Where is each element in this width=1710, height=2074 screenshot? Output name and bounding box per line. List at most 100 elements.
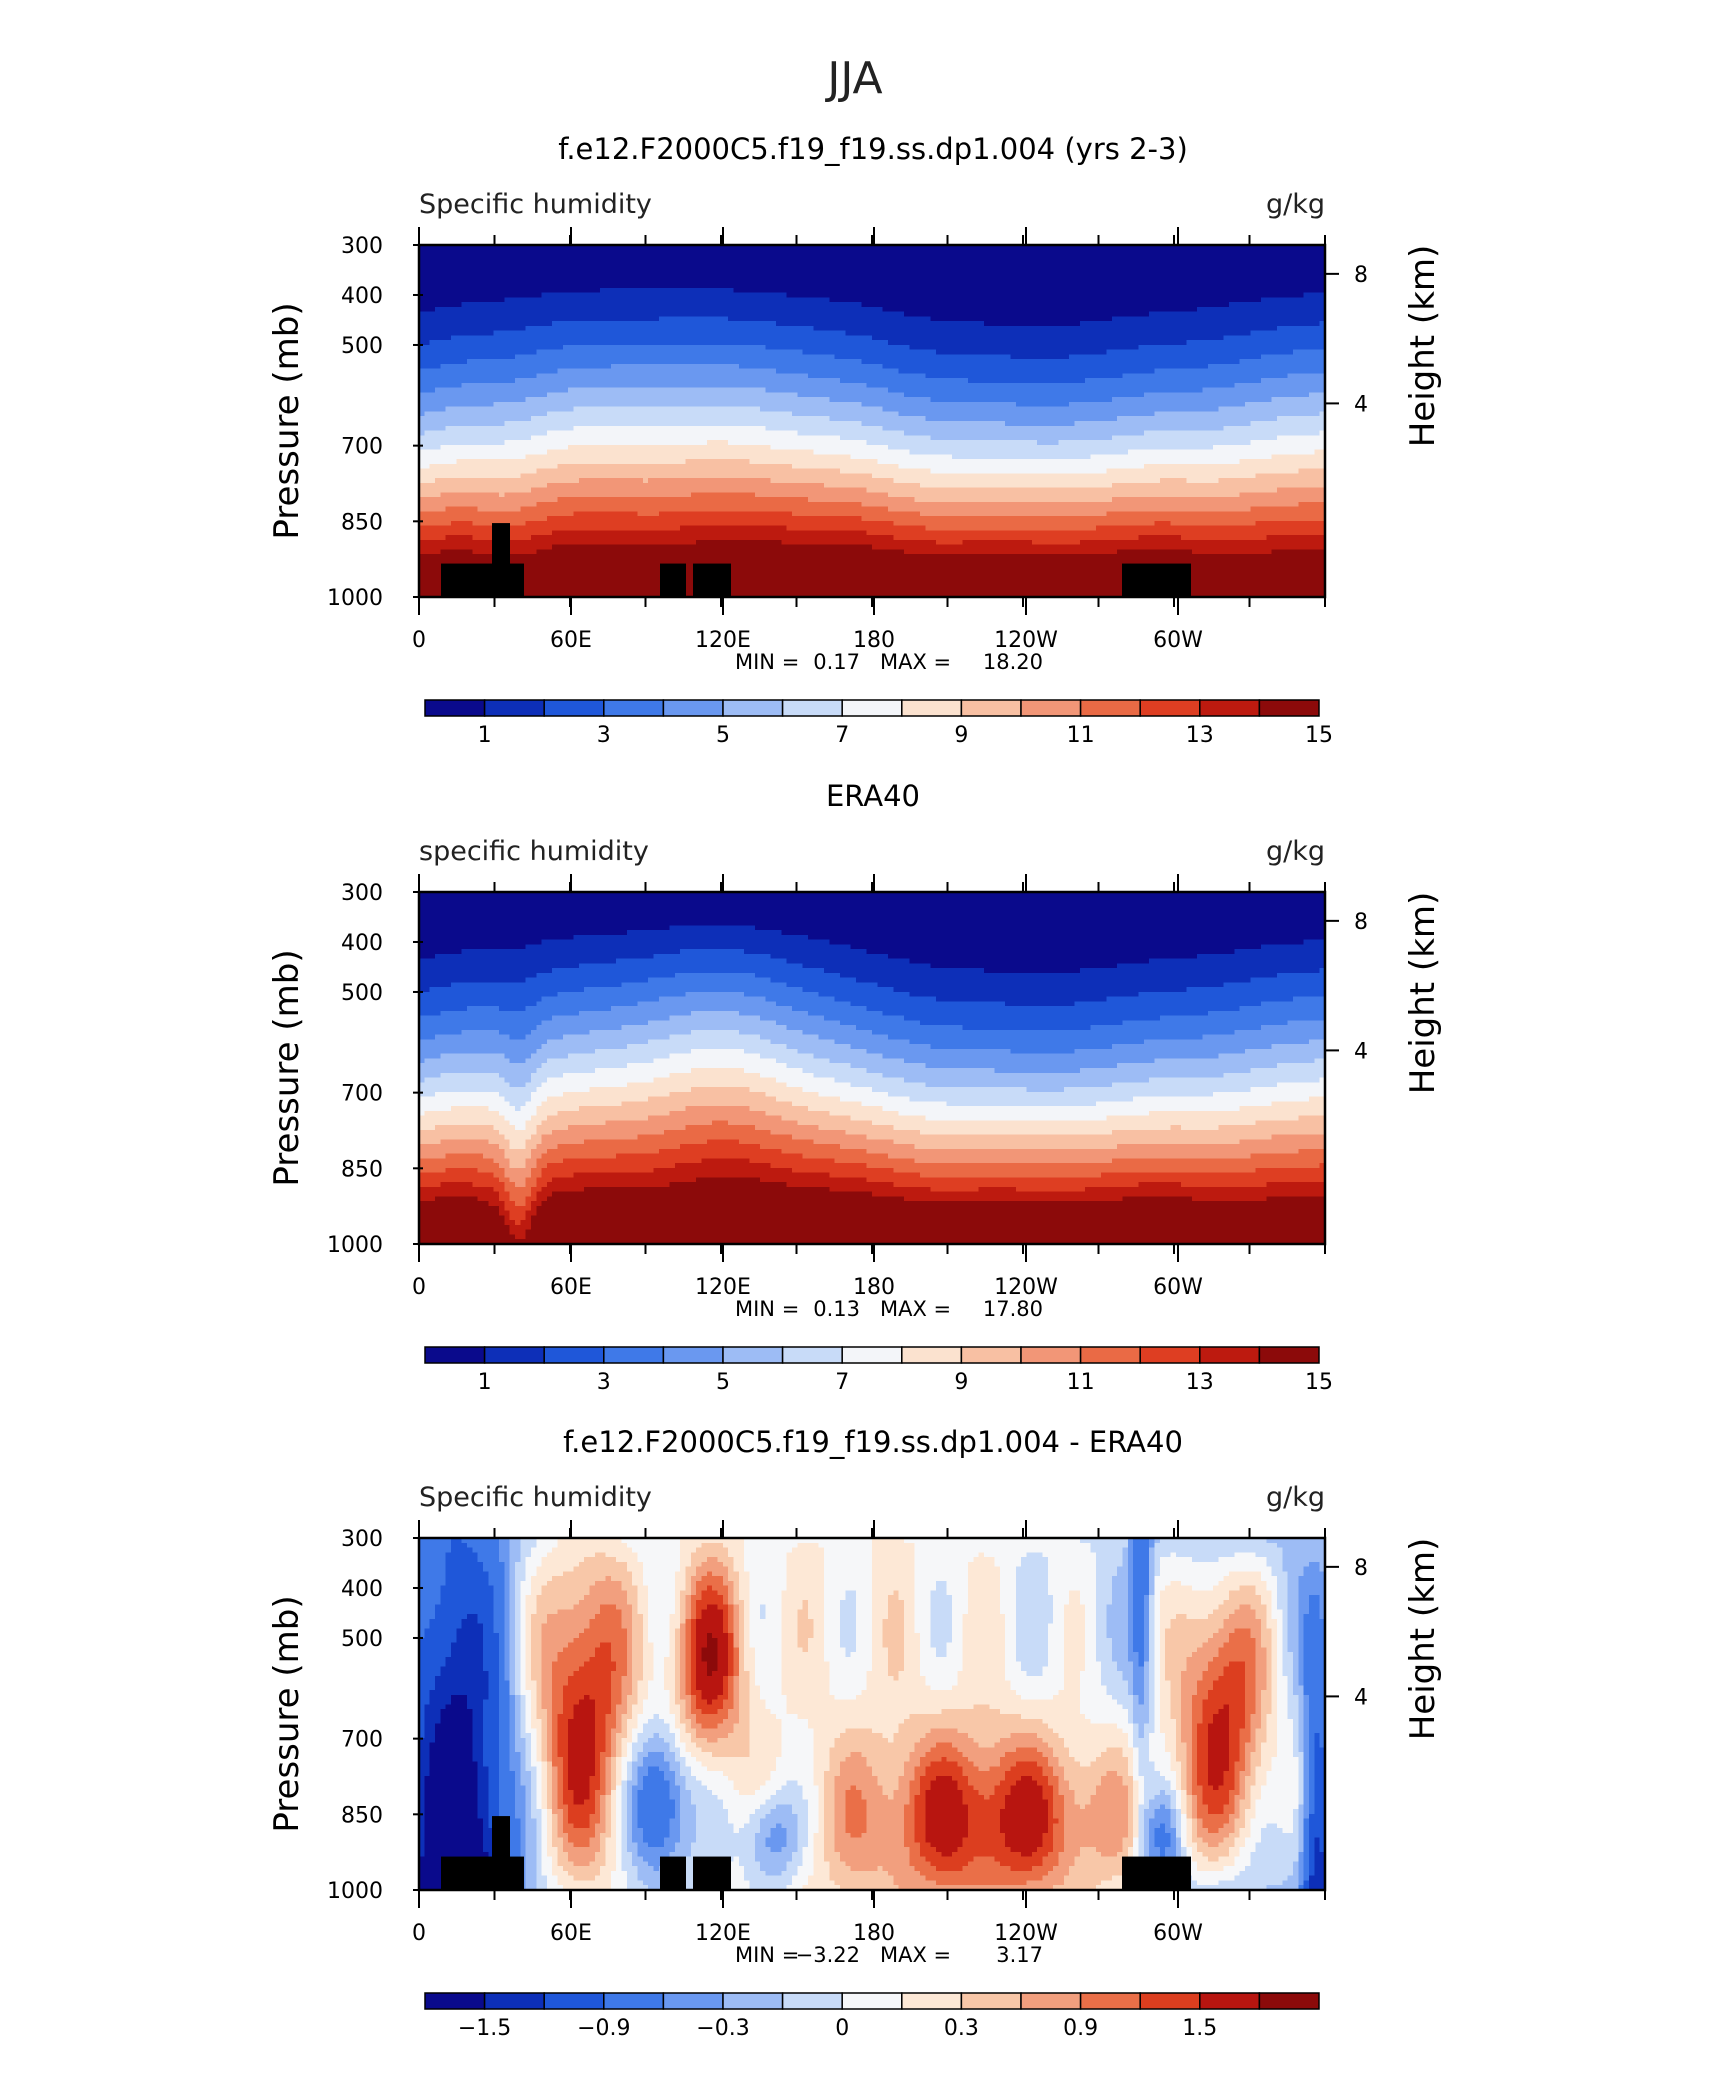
x-tick-label: 120E	[695, 1921, 751, 1946]
colorbar-swatch	[960, 1346, 1022, 1364]
colorbar-swatch	[662, 1992, 724, 2010]
variable-label: Specific humidity	[419, 189, 652, 220]
y-tick-label: 400	[341, 284, 383, 309]
min-label: MIN =	[735, 650, 799, 674]
colorbar-swatch	[781, 699, 843, 717]
y-tick-label: 400	[341, 931, 383, 956]
colorbar-swatch	[1199, 699, 1261, 717]
colorbar-swatch	[901, 699, 963, 717]
y-tick-label: 850	[341, 1803, 383, 1828]
y2-tick-label: 8	[1354, 910, 1368, 935]
y2-axis-title: Height (km)	[1403, 892, 1443, 1095]
colorbar-swatch	[1079, 1346, 1141, 1364]
variable-label: Specific humidity	[419, 1482, 652, 1513]
colorbar-label: 11	[1067, 723, 1095, 748]
colorbar-swatch	[603, 699, 665, 717]
colorbar-swatch	[1020, 699, 1082, 717]
colorbar-label: 13	[1186, 1370, 1214, 1395]
colorbar-label: −0.9	[577, 2016, 630, 2041]
x-tick-label: 120W	[994, 1275, 1058, 1300]
x-tick-label: 0	[412, 1921, 426, 1946]
y-tick-label: 700	[341, 1728, 383, 1753]
colorbar-label: 15	[1305, 723, 1333, 748]
colorbar-label: 11	[1067, 1370, 1095, 1395]
colorbar-swatch	[662, 1346, 724, 1364]
x-tick-label: 0	[412, 1275, 426, 1300]
colorbar-swatch	[483, 1992, 545, 2010]
y-tick-label: 300	[341, 881, 383, 906]
colorbar-swatch	[1079, 699, 1141, 717]
x-tick-label: 0	[412, 628, 426, 653]
colorbar-label: 0.3	[944, 2016, 979, 2041]
x-tick-label: 120W	[994, 1921, 1058, 1946]
colorbar-label: 5	[716, 723, 730, 748]
topography-mask	[441, 523, 1191, 597]
colorbar-swatch	[1139, 699, 1201, 717]
y2-axis-title: Height (km)	[1403, 1538, 1443, 1741]
units-label: g/kg	[1266, 836, 1325, 867]
colorbar-swatch	[781, 1346, 843, 1364]
colorbar-swatch	[424, 1992, 486, 2010]
colorbar-label: 0.9	[1063, 2016, 1098, 2041]
max-value: 3.17	[996, 1943, 1043, 1967]
colorbar-label: 1	[478, 723, 492, 748]
colorbar-swatch	[1199, 1992, 1261, 2010]
colorbar-swatch	[841, 1346, 903, 1364]
y2-tick-label: 4	[1354, 392, 1368, 417]
x-tick-label: 60W	[1153, 1275, 1203, 1300]
y-tick-label: 700	[341, 1082, 383, 1107]
topography-mask	[441, 1816, 1191, 1890]
colorbar-swatch	[722, 1992, 784, 2010]
contour-field	[419, 245, 1326, 598]
colorbar: −1.5 −0.9 −0.3 0 0.3 0.9 1.5	[424, 1992, 1320, 2041]
colorbar-swatch	[1079, 1992, 1141, 2010]
colorbar-label: 1	[478, 1370, 492, 1395]
x-tick-label: 120E	[695, 628, 751, 653]
colorbar-swatch	[662, 699, 724, 717]
colorbar-swatch	[960, 1992, 1022, 2010]
colorbar-swatch	[1199, 1346, 1261, 1364]
colorbar-label: 1.5	[1182, 2016, 1217, 2041]
x-axis: 0 60E 120E 180 120W 60W	[412, 874, 1326, 1300]
panel-title: f.e12.F2000C5.f19_f19.ss.dp1.004 - ERA40	[563, 1425, 1183, 1459]
colorbar-label: 7	[835, 1370, 849, 1395]
colorbar-label: 5	[716, 1370, 730, 1395]
page-title: JJA	[824, 53, 882, 104]
max-label: MAX =	[880, 1297, 951, 1321]
colorbar-label: 9	[954, 1370, 968, 1395]
colorbar-swatch	[543, 699, 605, 717]
colorbar-label: 7	[835, 723, 849, 748]
colorbar-swatch	[483, 1346, 545, 1364]
colorbar-swatch	[841, 1992, 903, 2010]
y2-tick-label: 8	[1354, 1556, 1368, 1581]
colorbar-swatch	[483, 699, 545, 717]
colorbar-swatch	[901, 1346, 963, 1364]
colorbar-label: 3	[597, 723, 611, 748]
colorbar-swatch	[781, 1992, 843, 2010]
y-axis: 300 400 500 700 850 1000 Pressure (mb)	[267, 881, 423, 1258]
colorbar-swatch	[722, 1346, 784, 1364]
colorbar-label: 3	[597, 1370, 611, 1395]
colorbar-swatch	[424, 699, 486, 717]
colorbar-label: 0	[835, 2016, 849, 2041]
x-tick-label: 60E	[550, 1921, 592, 1946]
x-tick-label: 180	[853, 1921, 895, 1946]
y2-axis: 8 4 Height (km)	[1325, 245, 1443, 447]
x-axis: 0 60E 120E 180 120W 60W	[412, 227, 1326, 653]
min-max-stats: MIN = 0.13 MAX = 17.80	[735, 1297, 1043, 1321]
y-tick-label: 500	[341, 334, 383, 359]
y2-axis: 8 4 Height (km)	[1325, 892, 1443, 1095]
y-tick-label: 850	[341, 510, 383, 535]
x-tick-label: 60W	[1153, 628, 1203, 653]
colorbar-label: 15	[1305, 1370, 1333, 1395]
y-tick-label: 500	[341, 1627, 383, 1652]
y-axis-title: Pressure (mb)	[267, 302, 307, 539]
max-value: 18.20	[983, 650, 1043, 674]
max-value: 17.80	[983, 1297, 1043, 1321]
variable-label: specific humidity	[419, 836, 649, 867]
max-label: MAX =	[880, 650, 951, 674]
y-tick-label: 300	[341, 234, 383, 259]
y-tick-label: 1000	[327, 586, 383, 611]
x-tick-label: 60W	[1153, 1921, 1203, 1946]
